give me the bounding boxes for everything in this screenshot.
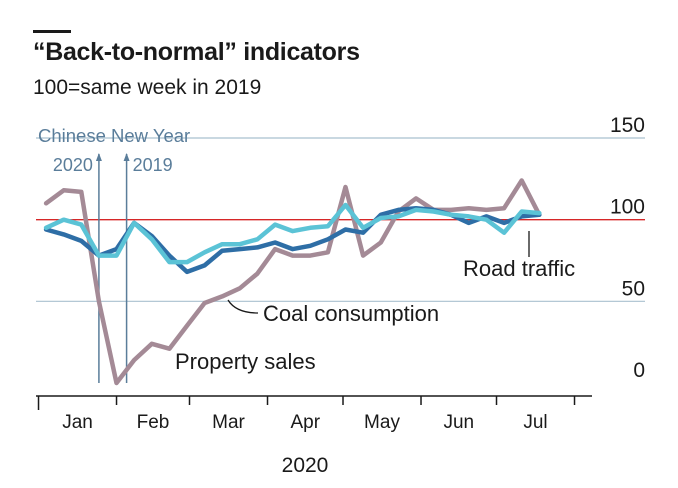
x-tick-label: Jun <box>443 412 474 433</box>
series-line-road-traffic <box>43 202 542 265</box>
chart-subtitle: 100=same week in 2019 <box>33 76 262 99</box>
y-tick-label: 100 <box>610 196 645 219</box>
event-title: Chinese New Year <box>38 125 190 146</box>
event-arrowhead <box>95 153 102 161</box>
annotation-label: Coal consumption <box>263 301 439 326</box>
x-tick-label: Jan <box>62 412 93 433</box>
x-tick-label: May <box>364 412 400 433</box>
x-tick-label: Apr <box>290 412 320 433</box>
annotation-leader <box>227 299 259 314</box>
x-tick-label: Feb <box>137 412 170 433</box>
title-rule <box>33 30 71 33</box>
x-axis-year-label: 2020 <box>282 454 329 477</box>
series-line-property-sales <box>43 178 542 386</box>
x-tick-label: Mar <box>212 412 245 433</box>
event-line-label: 2020 <box>53 155 93 175</box>
chart-title: “Back-to-normal” indicators <box>33 38 360 66</box>
annotation-label: Road traffic <box>463 256 575 281</box>
y-tick-label: 50 <box>622 277 645 300</box>
x-tick-label: Jul <box>523 412 547 433</box>
event-line-label: 2019 <box>133 155 173 175</box>
y-tick-label: 0 <box>633 359 645 382</box>
annotation-label: Property sales <box>175 349 316 374</box>
event-arrowhead <box>123 153 130 161</box>
y-tick-label: 150 <box>610 114 645 137</box>
